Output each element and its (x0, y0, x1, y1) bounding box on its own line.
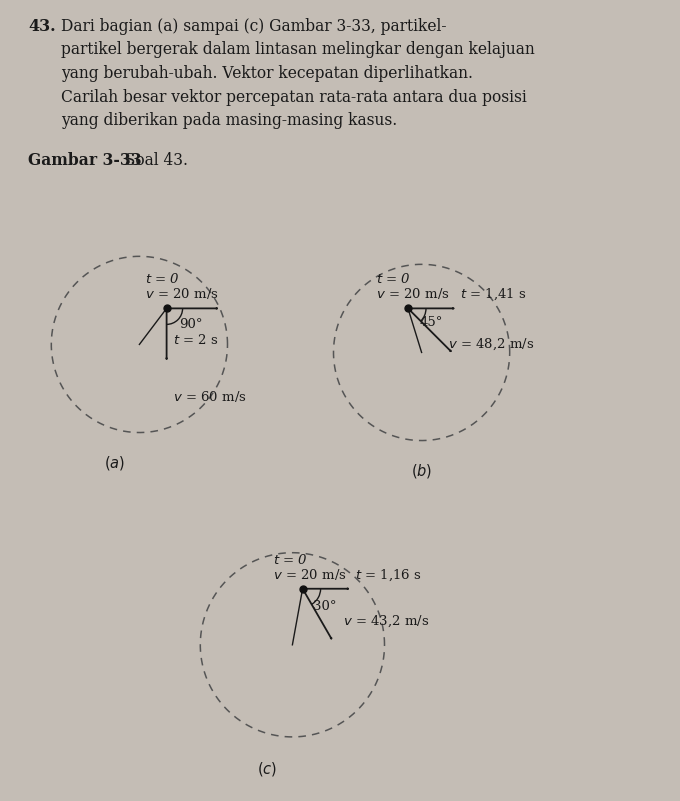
Text: $v$ = 60 m/s: $v$ = 60 m/s (173, 388, 246, 404)
Text: $t$ = 1,41 s: $t$ = 1,41 s (460, 287, 526, 303)
Text: 43.: 43. (28, 18, 56, 35)
Text: $t$ = 0: $t$ = 0 (273, 553, 307, 567)
Text: $v$ = 20 m/s: $v$ = 20 m/s (145, 287, 218, 301)
Text: $t$ = 0: $t$ = 0 (145, 272, 180, 287)
Text: $(c)$: $(c)$ (257, 760, 277, 778)
Text: Soal 43.: Soal 43. (120, 152, 188, 169)
Text: $v$ = 43,2 m/s: $v$ = 43,2 m/s (343, 614, 429, 630)
Text: $(a)$: $(a)$ (104, 453, 125, 472)
Text: $v$ = 48,2 m/s: $v$ = 48,2 m/s (448, 336, 534, 352)
Text: $(b)$: $(b)$ (411, 461, 432, 480)
Text: $t$ = 1,16 s: $t$ = 1,16 s (354, 567, 421, 583)
Text: 30°: 30° (313, 600, 336, 614)
Text: $t$ = 0: $t$ = 0 (376, 272, 411, 287)
Text: $t$ = 2 s: $t$ = 2 s (173, 333, 218, 348)
Text: Gambar 3-33: Gambar 3-33 (28, 152, 141, 169)
Text: 90°: 90° (180, 318, 203, 331)
Text: Dari bagian (a) sampai (c) Gambar 3-33, partikel-
partikel bergerak dalam lintas: Dari bagian (a) sampai (c) Gambar 3-33, … (61, 18, 534, 129)
Text: $v$ = 20 m/s: $v$ = 20 m/s (273, 567, 346, 582)
Text: 45°: 45° (420, 316, 443, 329)
Text: $v$ = 20 m/s: $v$ = 20 m/s (376, 287, 449, 301)
